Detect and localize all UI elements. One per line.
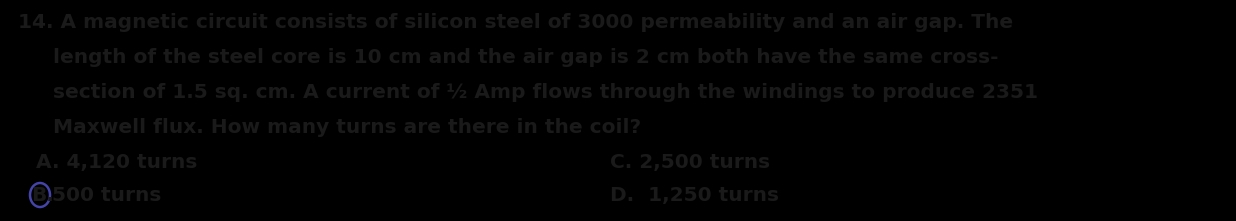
- Text: 14. A magnetic circuit consists of silicon steel of 3000 permeability and an air: 14. A magnetic circuit consists of silic…: [19, 13, 1014, 32]
- Text: length of the steel core is 10 cm and the air gap is 2 cm both have the same cro: length of the steel core is 10 cm and th…: [19, 48, 999, 67]
- Text: C. 2,500 turns: C. 2,500 turns: [611, 153, 770, 172]
- Text: B.: B.: [31, 186, 53, 205]
- Text: 500 turns: 500 turns: [52, 186, 162, 205]
- Text: section of 1.5 sq. cm. A current of ½ Amp flows through the windings to produce : section of 1.5 sq. cm. A current of ½ Am…: [19, 83, 1038, 102]
- Text: A. 4,120 turns: A. 4,120 turns: [36, 153, 198, 172]
- Text: D.  1,250 turns: D. 1,250 turns: [611, 186, 779, 205]
- Text: Maxwell flux. How many turns are there in the coil?: Maxwell flux. How many turns are there i…: [19, 118, 641, 137]
